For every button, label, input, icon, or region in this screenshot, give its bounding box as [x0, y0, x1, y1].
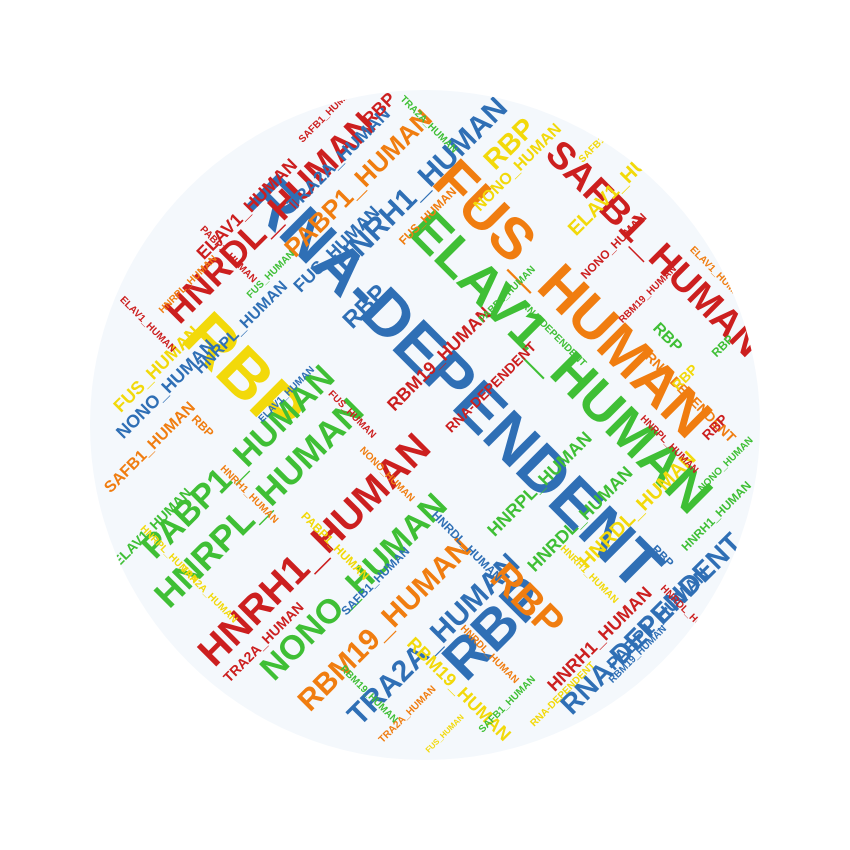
- cloud-word: RBP: [358, 90, 400, 130]
- word-cloud-disc: RNA-DEPENDENT FUS_HUMAN ELAV1_HUMAN RBP …: [90, 90, 760, 760]
- cloud-word: FUS_HUMAN: [423, 712, 466, 755]
- cloud-word: SAFB1_HUMAN: [576, 104, 639, 166]
- cloud-word: RBP: [188, 412, 217, 440]
